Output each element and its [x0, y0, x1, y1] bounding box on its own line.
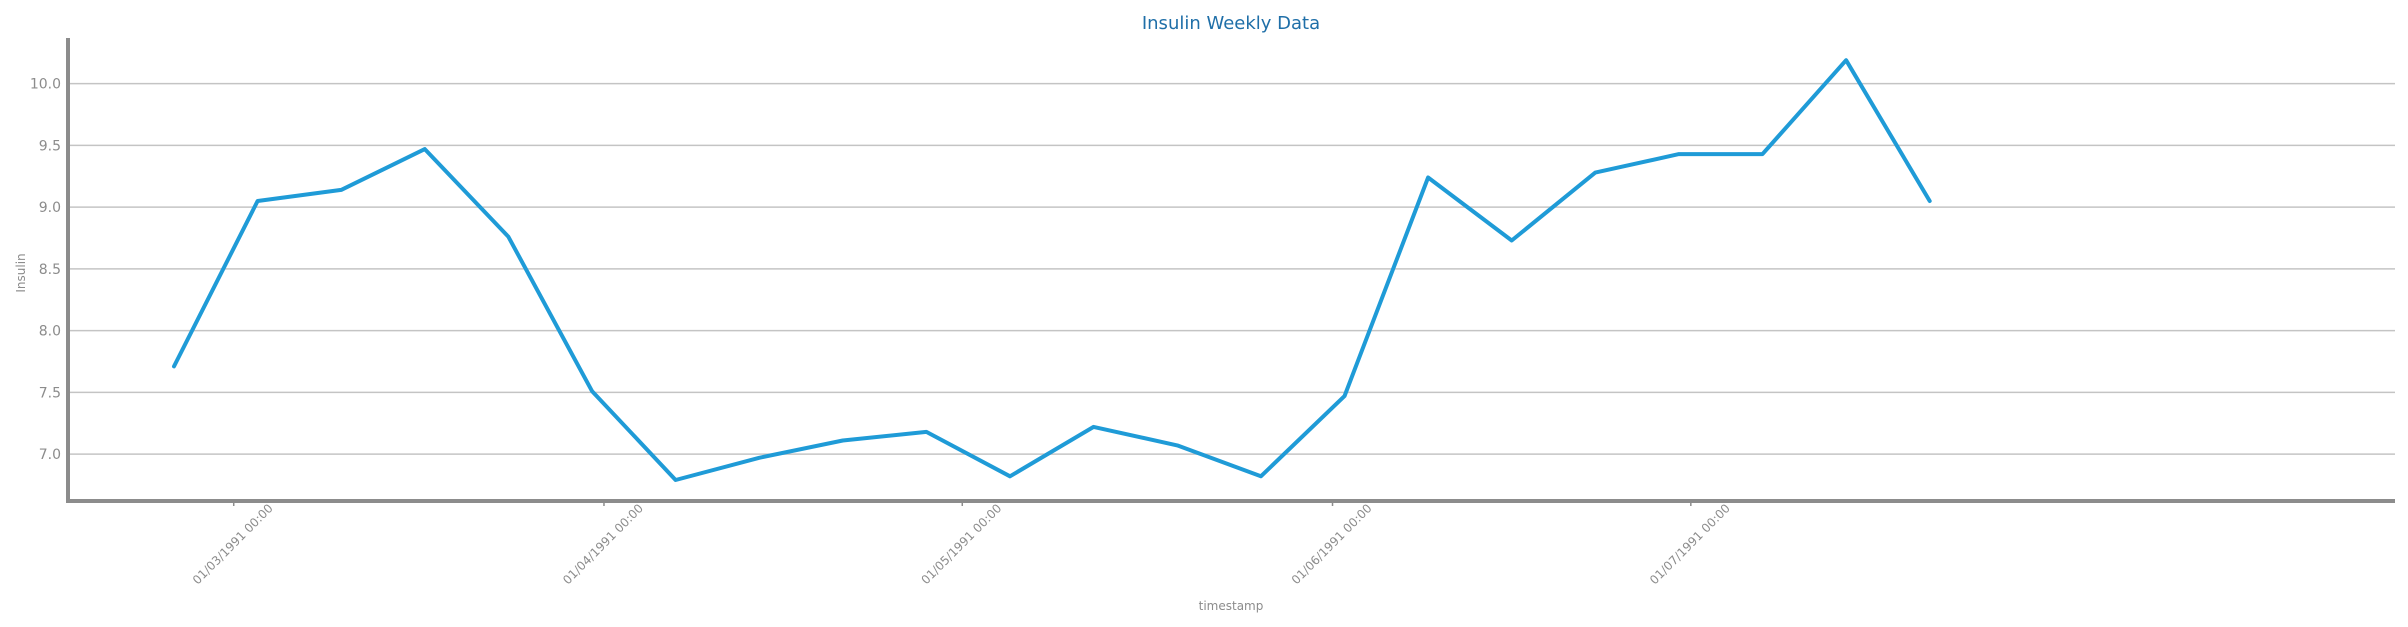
y-tick-label: 9.0 [39, 200, 61, 216]
chart-title: Insulin Weekly Data [1142, 13, 1320, 34]
x-tick-label: 01/05/1991 00:00 [918, 501, 1004, 587]
x-axis-label: timestamp [1199, 599, 1264, 613]
y-tick-label: 9.5 [39, 138, 61, 154]
grid-lines [68, 82, 2395, 455]
y-axis-label: Insulin [14, 253, 28, 292]
x-tick-label: 01/04/1991 00:00 [560, 501, 646, 587]
series-line [172, 58, 1932, 482]
y-tick-label: 8.0 [39, 324, 61, 340]
y-tick-label: 7.0 [39, 447, 61, 463]
y-tick-label: 7.5 [39, 385, 61, 401]
series-layer [172, 58, 1932, 482]
y-tick-label: 8.5 [39, 262, 61, 278]
x-tick-label: 01/07/1991 00:00 [1647, 501, 1733, 587]
x-tick-label: 01/03/1991 00:00 [190, 501, 276, 587]
y-tick-labels: 7.0 7.5 8.0 8.5 9.0 9.5 10.0 [30, 77, 61, 463]
x-tick-label: 01/06/1991 00:00 [1289, 501, 1375, 587]
x-ticks: 01/03/1991 00:00 01/04/1991 00:00 01/05/19… [190, 501, 1733, 587]
y-tick-label: 10.0 [30, 77, 61, 93]
